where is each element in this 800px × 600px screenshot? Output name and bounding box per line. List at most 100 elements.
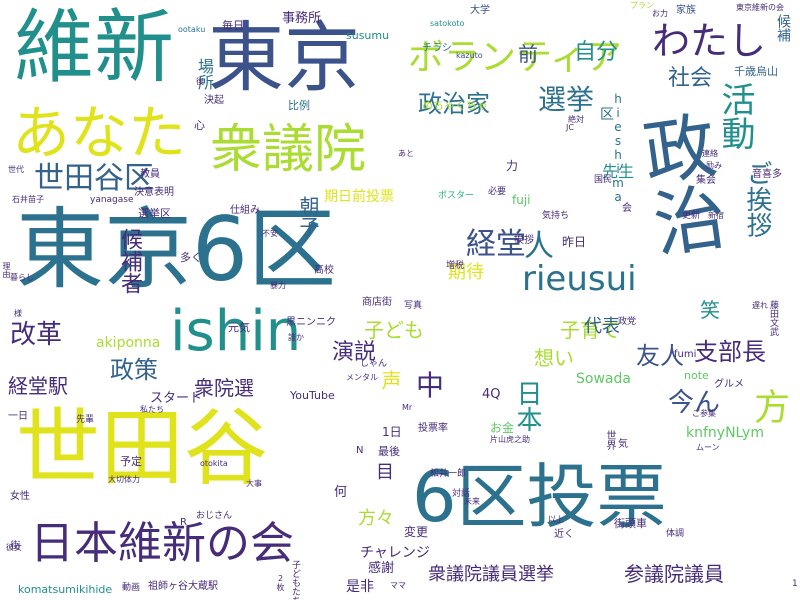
word: 変更: [404, 525, 429, 539]
word: 2枚: [276, 574, 285, 591]
word: 千歳烏山: [734, 65, 778, 78]
word: 石井苗子: [12, 195, 44, 204]
word: 仕組み: [230, 205, 260, 216]
word: komatsumikihide: [18, 583, 113, 596]
word: satokoto: [430, 19, 465, 28]
word: 子どもたち: [290, 560, 300, 600]
word: 最後: [378, 445, 400, 458]
word: 東京: [208, 13, 360, 102]
word: 昨日: [562, 235, 587, 249]
word: 藤田文武: [768, 300, 778, 336]
word: 一日: [8, 411, 28, 422]
word: 期待: [448, 262, 484, 283]
word: ママ: [390, 581, 406, 590]
word: 近く: [554, 529, 574, 540]
word: 4Q: [482, 387, 501, 402]
word: 彼女: [6, 543, 22, 552]
word: ご挨拶: [742, 160, 772, 238]
word: 経堂: [466, 227, 526, 262]
word: yanagase: [90, 195, 134, 205]
word: 目: [376, 462, 394, 483]
word: rieusui: [522, 259, 637, 299]
word: 先生: [602, 162, 635, 181]
word: 中: [416, 369, 445, 402]
word: R: [180, 517, 187, 528]
word: 区: [600, 107, 614, 123]
word: 連絡: [702, 149, 718, 158]
word: 活動: [715, 82, 755, 150]
word: 投票率: [418, 423, 448, 434]
word: わたし: [652, 19, 767, 63]
word: 今ん: [668, 388, 721, 418]
word: しゃん: [360, 359, 388, 369]
word: 絶対: [568, 115, 584, 124]
word: 衆議院議員選挙: [428, 564, 554, 585]
word: ご参集: [692, 409, 716, 418]
word: 改革: [10, 320, 63, 350]
word: 方々: [358, 508, 394, 529]
word: 自分: [574, 40, 619, 65]
word: 予定: [120, 455, 142, 468]
word: otokita: [200, 459, 228, 468]
word: 人: [524, 229, 554, 264]
word: YouTube: [290, 389, 335, 402]
word: 暮らし: [10, 273, 34, 282]
word: 期日前投票: [324, 189, 394, 205]
word: 是非: [346, 579, 374, 595]
word: 体調: [666, 529, 685, 539]
word: 世代: [8, 165, 24, 174]
word: knfnyNLym: [686, 425, 764, 441]
word: 世界: [604, 430, 615, 450]
word: 比例: [288, 99, 310, 112]
word: 衆院選: [194, 376, 254, 400]
word: 集会: [696, 175, 716, 186]
word: 片山虎之助: [490, 435, 530, 444]
word: JC: [566, 123, 574, 132]
word: 先輩: [76, 415, 95, 425]
word: 笑: [700, 298, 720, 322]
word: 大切体力: [108, 475, 140, 484]
word: チャレンジ: [360, 545, 430, 561]
word: 女性: [10, 491, 30, 502]
word: 何: [334, 485, 348, 500]
word: 感謝: [368, 561, 395, 576]
word: 想い: [534, 346, 574, 370]
word: スタート: [150, 391, 203, 406]
word: 黒ニンニク: [286, 317, 336, 328]
word: チラシ: [422, 43, 452, 54]
word: 会: [622, 203, 632, 214]
word: hieshima: [611, 92, 625, 204]
word: グルメ: [714, 379, 744, 390]
word: 更新: [682, 211, 701, 221]
word: 大学: [470, 5, 490, 16]
word: 政策: [110, 356, 158, 384]
word: 日本: [512, 380, 542, 432]
word: 参議院議員: [624, 562, 724, 586]
word: 大事: [246, 479, 262, 488]
word: 事務所: [282, 11, 322, 26]
word: 気: [618, 439, 628, 450]
word: 方: [748, 388, 789, 424]
word: 商店街: [362, 297, 392, 308]
word: 写真: [404, 301, 423, 311]
word: 支部長: [694, 338, 766, 366]
word: akiponna: [96, 335, 161, 351]
word: お力: [652, 9, 668, 18]
word: 候補者: [117, 228, 142, 294]
word: 街: [8, 540, 19, 550]
word: 後: [196, 77, 204, 86]
word: 世田谷区: [34, 161, 154, 196]
word: 松井一郎: [430, 469, 467, 479]
word: 街頭車: [614, 517, 647, 530]
word: 選挙: [538, 83, 595, 116]
word: 理由: [2, 262, 11, 278]
word: 不安: [262, 229, 278, 238]
word: 音喜多: [752, 169, 782, 180]
word: 新宿: [708, 211, 724, 220]
word: 決起: [204, 95, 224, 106]
word: メンタル: [346, 373, 378, 382]
word: 演説: [332, 340, 377, 365]
word: 元気: [228, 321, 250, 334]
word: お金: [490, 421, 515, 435]
word: susumu: [346, 29, 390, 42]
